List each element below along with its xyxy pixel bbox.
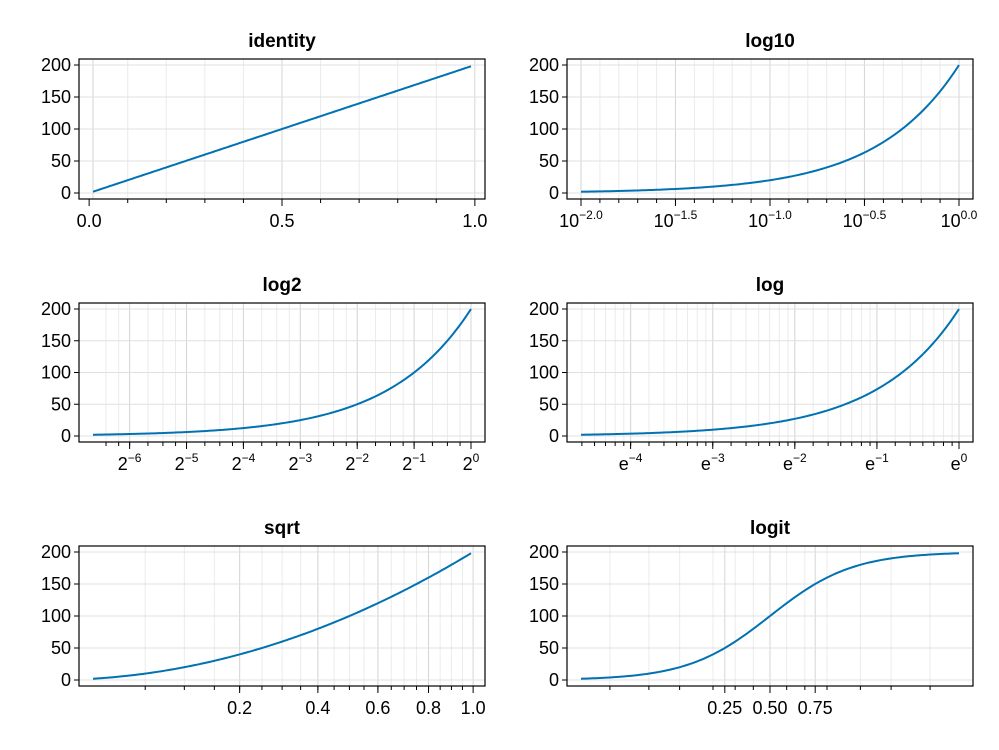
y-tick-label: 0 xyxy=(61,670,71,690)
chart-panel-identity: 0 50 100 150 200 0.0 0.5 1.0 identity xyxy=(41,31,487,231)
y-tick-label: 200 xyxy=(41,55,71,75)
x-tick-label: e0 xyxy=(951,451,968,474)
y-tick-label: 50 xyxy=(539,638,559,658)
x-tick-label: 2−4 xyxy=(232,451,256,474)
x-tick-label: 2−1 xyxy=(402,451,426,474)
x-tick-label: 0.2 xyxy=(227,698,252,718)
y-tick-label: 50 xyxy=(51,638,71,658)
y-tick-label: 100 xyxy=(41,363,71,383)
x-tick-label: 0.50 xyxy=(752,698,787,718)
chart-title: sqrt xyxy=(264,518,301,539)
series-line xyxy=(580,64,960,193)
series-line xyxy=(92,308,472,436)
x-tick-label: e−3 xyxy=(701,451,725,474)
x-tick-label: 0.8 xyxy=(416,698,441,718)
chart-panel-log10: 0 50 100 150 200 10−2.0 10−1.5 10−1.0 10−0.5 100.… xyxy=(529,31,978,231)
x-tick-label: 2−2 xyxy=(345,451,369,474)
x-tick-label: 2−3 xyxy=(288,451,312,474)
x-tick-label: 10−1.5 xyxy=(654,208,698,231)
x-tick-label: e−1 xyxy=(865,451,889,474)
y-tick-label: 100 xyxy=(41,606,71,626)
y-tick-label: 200 xyxy=(41,542,71,562)
y-tick-label: 200 xyxy=(41,299,71,319)
chart-panel-log2: 0 50 100 150 200 2−6 2−5 2−4 2−3 2−2 2−1 20 log2 xyxy=(41,275,486,474)
y-tick-label: 0 xyxy=(549,670,559,690)
x-tick-label: 0.25 xyxy=(707,698,742,718)
y-tick-label: 100 xyxy=(529,606,559,626)
x-tick-label: 0.0 xyxy=(77,211,102,231)
y-tick-label: 200 xyxy=(529,55,559,75)
y-tick-label: 50 xyxy=(51,151,71,171)
y-tick-label: 50 xyxy=(51,394,71,414)
y-tick-label: 200 xyxy=(529,542,559,562)
y-tick-label: 0 xyxy=(549,426,559,446)
x-tick-label: 10−0.5 xyxy=(843,208,887,231)
y-tick-label: 0 xyxy=(61,426,71,446)
y-tick-label: 150 xyxy=(529,331,559,351)
series-line xyxy=(580,308,960,436)
x-tick-label: e−4 xyxy=(619,451,643,474)
series-line xyxy=(92,552,472,680)
y-tick-label: 150 xyxy=(529,574,559,594)
x-tick-label: 0.75 xyxy=(798,698,833,718)
x-tick-label: 2−5 xyxy=(175,451,199,474)
y-tick-label: 100 xyxy=(529,119,559,139)
y-tick-label: 150 xyxy=(41,574,71,594)
y-tick-label: 50 xyxy=(539,394,559,414)
y-tick-label: 150 xyxy=(41,87,71,107)
y-tick-label: 0 xyxy=(549,183,559,203)
x-tick-label: 10−2.0 xyxy=(559,208,603,231)
x-tick-label: 2−6 xyxy=(118,451,142,474)
chart-panel-sqrt: 0 50 100 150 200 0.2 0.4 0.6 0.8 1.0 sqrt xyxy=(41,518,486,718)
chart-title: log xyxy=(756,275,785,296)
chart-title: log2 xyxy=(262,275,301,296)
y-tick-label: 0 xyxy=(61,183,71,203)
y-tick-label: 100 xyxy=(529,363,559,383)
x-tick-label: 0.6 xyxy=(365,698,390,718)
x-tick-label: 10−1.0 xyxy=(748,208,792,231)
chart-title: log10 xyxy=(745,31,795,52)
y-tick-label: 200 xyxy=(529,299,559,319)
x-tick-label: 100.0 xyxy=(941,208,978,231)
x-tick-label: 0.4 xyxy=(305,698,330,718)
y-tick-label: 50 xyxy=(539,151,559,171)
chart-panel-log: 0 50 100 150 200 e−4 e−3 e−2 e−1 e0 log xyxy=(529,275,974,474)
y-tick-label: 150 xyxy=(41,331,71,351)
series-line xyxy=(92,65,472,193)
chart-title: identity xyxy=(248,31,316,52)
series-line xyxy=(580,552,960,680)
x-tick-label: 0.5 xyxy=(269,211,294,231)
x-tick-label: 1.0 xyxy=(462,211,487,231)
y-tick-label: 100 xyxy=(41,119,71,139)
x-tick-label: 1.0 xyxy=(461,698,486,718)
chart-title: logit xyxy=(750,518,791,539)
x-tick-label: 20 xyxy=(463,451,480,474)
x-tick-label: e−2 xyxy=(783,451,807,474)
chart-panel-logit: 0 50 100 150 200 0.25 0.50 0.75 logit xyxy=(529,518,974,718)
y-tick-label: 150 xyxy=(529,87,559,107)
